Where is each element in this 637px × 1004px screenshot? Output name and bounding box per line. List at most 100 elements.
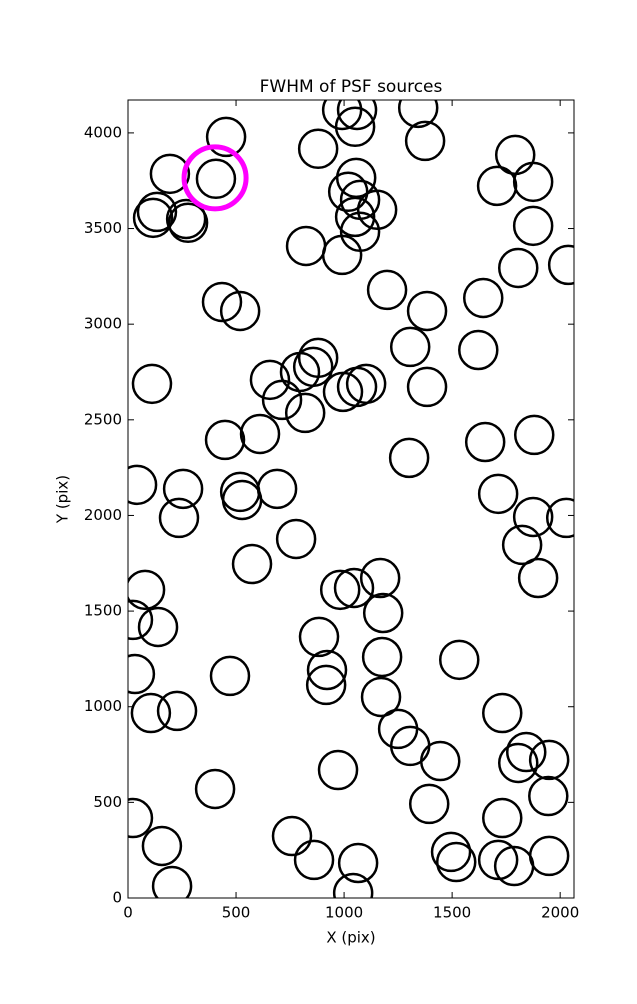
- y-tick-label: 1500: [84, 602, 122, 620]
- source-marker: [513, 414, 555, 456]
- source-marker: [333, 567, 375, 609]
- x-tick-label: 1000: [325, 904, 363, 922]
- y-tick-label: 500: [93, 793, 122, 811]
- source-marker: [293, 839, 335, 881]
- source-marker: [167, 202, 209, 244]
- source-marker: [389, 326, 431, 368]
- source-marker: [249, 359, 291, 401]
- source-marker: [321, 234, 363, 276]
- source-marker: [512, 205, 554, 247]
- source-marker: [356, 189, 398, 231]
- x-tick-label: 1500: [433, 904, 471, 922]
- source-marker: [128, 464, 158, 506]
- source-marker: [209, 655, 251, 697]
- source-marker: [361, 636, 403, 678]
- source-marker: [406, 366, 448, 408]
- axes-frame: [127, 99, 575, 899]
- chart-title: FWHM of PSF sources: [260, 77, 443, 97]
- y-axis-label: Y (pix): [54, 475, 72, 524]
- source-marker: [512, 161, 554, 203]
- source-marker: [406, 290, 448, 332]
- y-tick-label: 2000: [84, 506, 122, 524]
- y-tick-label: 4000: [84, 123, 122, 141]
- source-marker: [528, 775, 569, 817]
- source-marker: [498, 742, 539, 784]
- x-axis-label: X (pix): [326, 929, 375, 947]
- source-marker: [435, 841, 477, 883]
- y-tick-label: 1000: [84, 697, 122, 715]
- source-marker: [165, 198, 207, 240]
- source-marker: [528, 835, 570, 877]
- source-marker: [292, 346, 334, 388]
- source-marker: [132, 197, 174, 239]
- source-marker: [388, 437, 430, 479]
- y-tick-label: 2500: [84, 410, 122, 428]
- source-marker: [194, 768, 236, 810]
- source-marker: [505, 731, 547, 773]
- highlight-marker: [181, 144, 249, 212]
- source-marker: [408, 783, 450, 825]
- source-marker: [298, 616, 340, 658]
- source-marker: [477, 473, 519, 515]
- plot-area: [128, 100, 574, 898]
- source-marker: [334, 196, 376, 238]
- y-tick-label: 3500: [84, 219, 122, 237]
- source-marker: [359, 557, 401, 599]
- source-marker: [360, 676, 402, 718]
- source-marker: [297, 128, 339, 170]
- source-marker: [462, 277, 504, 319]
- source-marker: [404, 120, 446, 162]
- source-marker: [205, 116, 247, 158]
- source-marker: [498, 247, 539, 289]
- source-marker: [128, 599, 154, 641]
- source-marker: [317, 749, 359, 791]
- source-marker: [261, 379, 303, 421]
- source-marker: [156, 690, 198, 732]
- source-marker: [128, 653, 156, 695]
- x-tick-label: 500: [222, 904, 251, 922]
- source-marker: [464, 421, 506, 463]
- x-tick-label: 0: [123, 904, 133, 922]
- y-tick-label: 0: [112, 889, 122, 907]
- source-marker: [141, 825, 183, 867]
- source-marker: [477, 839, 519, 881]
- source-marker: [337, 842, 379, 884]
- source-marker: [149, 153, 191, 195]
- x-tick-label: 2000: [541, 904, 579, 922]
- source-marker: [336, 100, 378, 131]
- source-marker: [284, 392, 326, 434]
- source-marker: [151, 865, 193, 898]
- source-marker: [545, 497, 574, 539]
- source-marker: [201, 281, 243, 323]
- source-marker: [204, 419, 246, 461]
- source-marker: [128, 569, 166, 611]
- source-marker: [362, 592, 404, 634]
- source-marker: [501, 524, 543, 566]
- source-marker: [219, 290, 261, 332]
- source-marker: [319, 569, 361, 611]
- source-marker: [332, 872, 374, 898]
- source-marker: [137, 606, 179, 648]
- source-marker: [136, 191, 178, 233]
- source-marker: [158, 497, 200, 539]
- source-marker: [271, 815, 313, 857]
- source-marker: [345, 363, 387, 405]
- source-marker: [128, 797, 154, 839]
- source-marker: [305, 664, 347, 706]
- source-marker: [482, 692, 523, 734]
- source-marker: [517, 557, 559, 599]
- source-marker: [334, 106, 376, 148]
- source-marker: [131, 363, 173, 405]
- source-marker: [476, 165, 518, 207]
- source-marker: [482, 797, 523, 839]
- source-marker: [458, 329, 499, 371]
- source-marker: [397, 100, 439, 129]
- source-marker: [528, 739, 570, 781]
- source-marker: [306, 649, 348, 691]
- source-marker: [239, 413, 281, 455]
- y-tick-label: 3000: [84, 315, 122, 333]
- source-marker: [547, 244, 574, 286]
- source-marker: [366, 269, 408, 311]
- source-marker: [275, 518, 317, 560]
- source-marker: [512, 496, 554, 538]
